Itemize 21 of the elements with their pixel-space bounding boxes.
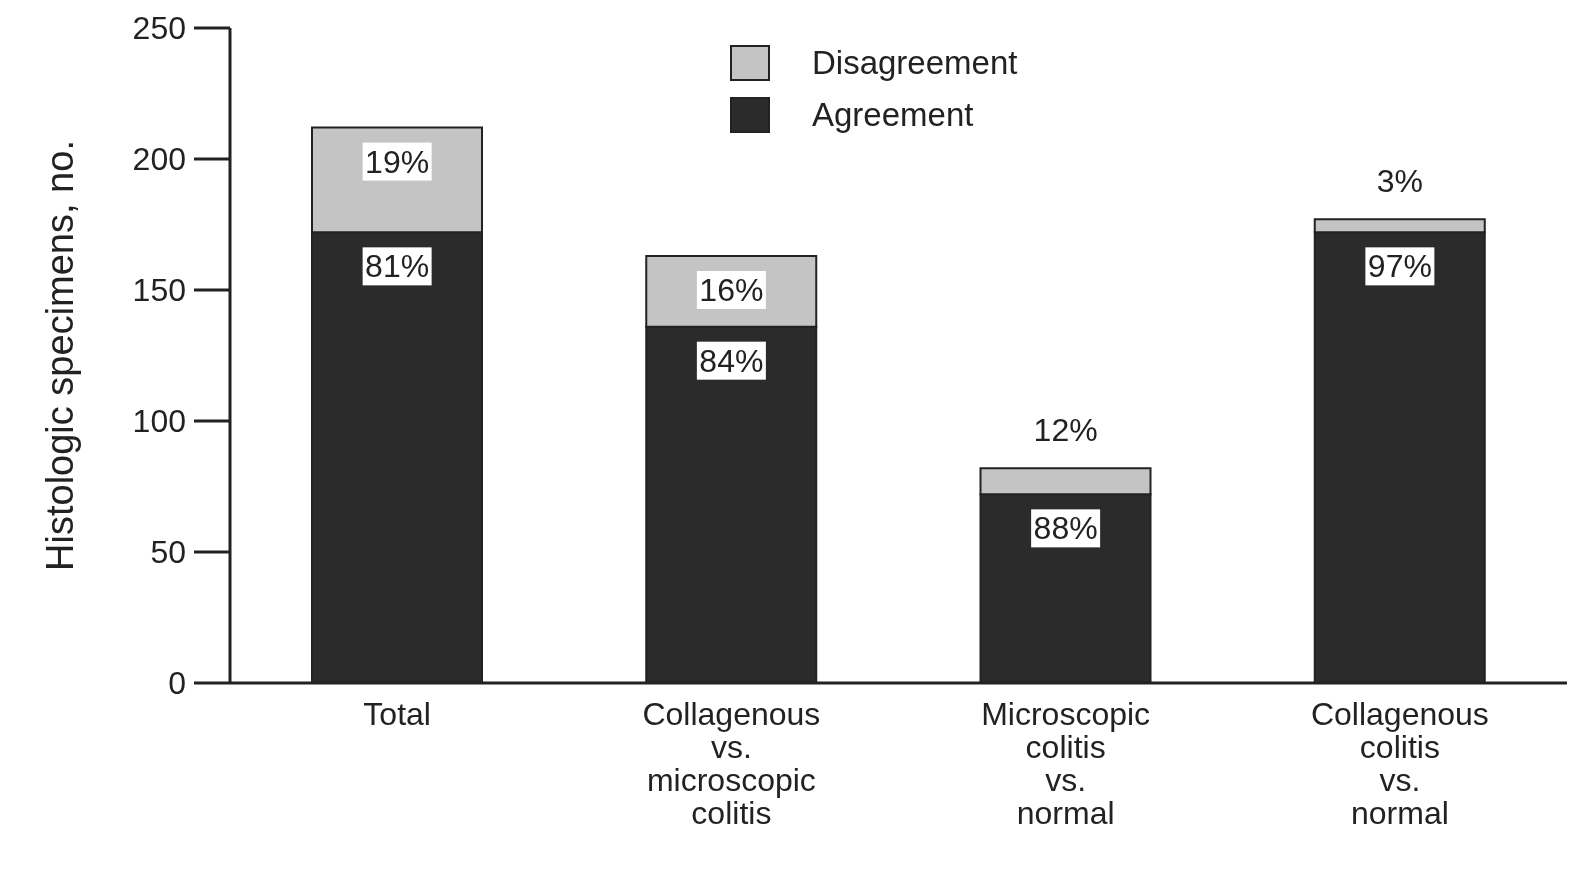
x-tick-label: Microscopic colitis vs. normal	[981, 696, 1151, 831]
y-tick-label: 50	[150, 534, 186, 571]
annotation: 88%	[1033, 510, 1098, 547]
annotation: 19%	[365, 143, 430, 180]
annotation: 81%	[365, 248, 430, 285]
y-tick-label: 150	[132, 272, 186, 309]
y-tick-label: 0	[168, 665, 186, 702]
x-tick-label: Collagenous vs. microscopic colitis	[642, 696, 821, 831]
x-tick-label: Total	[363, 696, 431, 732]
legend-label: Disagreement	[811, 44, 1018, 82]
annotation: 3%	[1376, 163, 1423, 200]
legend-label: Agreement	[811, 96, 975, 134]
annotation: 84%	[699, 342, 764, 379]
y-tick-label: 250	[132, 10, 186, 47]
y-axis-title: Histologic specimens, no.	[39, 140, 82, 571]
x-tick-label: Collagenous colitis vs. normal	[1310, 696, 1489, 831]
annotation: 16%	[699, 271, 764, 308]
annotation: 12%	[1033, 412, 1098, 449]
annotation: 97%	[1367, 248, 1432, 285]
y-tick-label: 200	[132, 141, 186, 178]
y-tick-label: 100	[132, 403, 186, 440]
